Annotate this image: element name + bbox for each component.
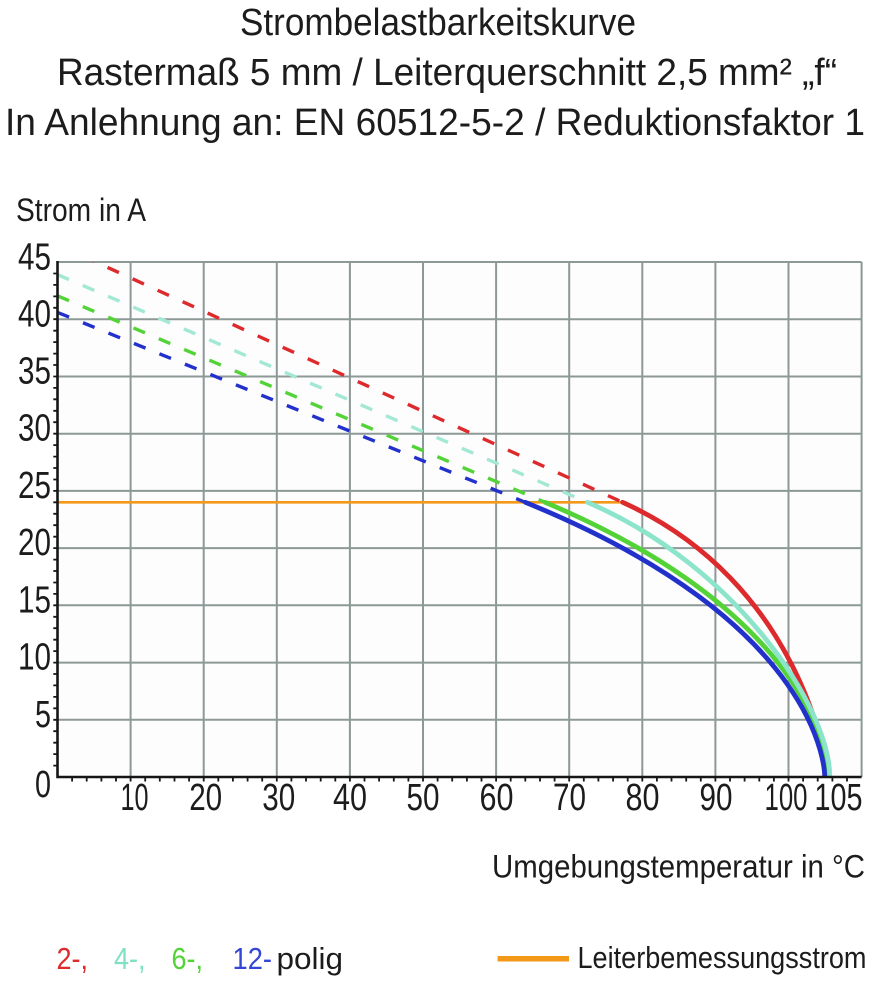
svg-text:6-,: 6-, [172,941,204,976]
svg-text:Strombelastbarkeitskurve: Strombelastbarkeitskurve [240,2,636,44]
svg-text:20: 20 [18,522,51,564]
svg-text:40: 40 [333,777,367,819]
svg-text:In Anlehnung an: EN 60512-5-2: In Anlehnung an: EN 60512-5-2 / Reduktio… [5,102,865,144]
svg-text:10: 10 [121,777,149,819]
svg-text:30: 30 [18,408,51,450]
svg-text:polig: polig [277,941,344,976]
svg-text:15: 15 [18,579,51,621]
svg-text:Leiterbemessungsstrom: Leiterbemessungsstrom [578,940,867,975]
svg-text:30: 30 [262,777,295,819]
svg-text:2-,: 2-, [57,941,89,976]
svg-text:70: 70 [553,777,586,819]
svg-text:10: 10 [18,637,51,679]
svg-text:12-: 12- [233,941,273,976]
svg-text:4-,: 4-, [114,941,146,976]
svg-text:50: 50 [407,777,440,819]
svg-text:25: 25 [18,465,51,507]
svg-text:5: 5 [35,694,51,736]
svg-text:90: 90 [700,777,733,819]
svg-text:60: 60 [480,777,514,819]
svg-text:0: 0 [35,764,51,806]
svg-text:45: 45 [18,237,51,279]
svg-text:35: 35 [18,351,51,393]
svg-text:Strom in A: Strom in A [16,192,147,228]
svg-text:Rastermaß 5 mm / Leiterquersch: Rastermaß 5 mm / Leiterquerschnitt 2,5 m… [57,52,837,94]
svg-text:Umgebungstemperatur in °C: Umgebungstemperatur in °C [492,849,865,885]
svg-text:80: 80 [626,777,660,819]
svg-text:20: 20 [189,777,222,819]
svg-text:40: 40 [18,293,51,335]
svg-text:105: 105 [815,777,863,819]
svg-text:100: 100 [765,777,808,819]
